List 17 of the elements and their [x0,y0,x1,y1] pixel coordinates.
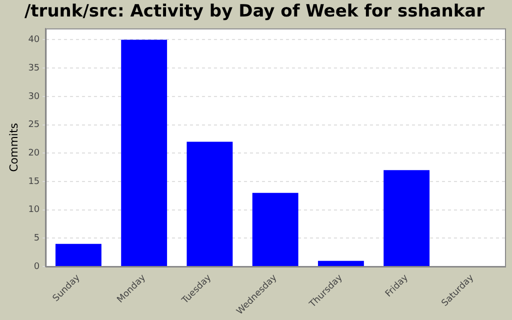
y-tick-label: 15 [28,176,40,187]
chart-title: /trunk/src: Activity by Day of Week for sshankar [24,2,486,22]
bar [318,260,364,266]
bar [121,40,168,266]
y-tick-label: 0 [34,262,40,272]
y-tick-label: 10 [28,205,40,216]
bar [384,170,430,266]
y-tick-label: 30 [28,92,40,102]
y-tick-label: 40 [28,35,40,46]
y-tick-label: 20 [28,148,40,158]
y-tick-label: 25 [28,120,40,130]
bar [55,244,102,266]
y-axis-title: Commits [7,122,20,172]
bar [252,192,298,266]
y-tick-label: 5 [34,234,40,244]
y-tick-label: 35 [28,63,40,74]
bar [186,142,233,266]
